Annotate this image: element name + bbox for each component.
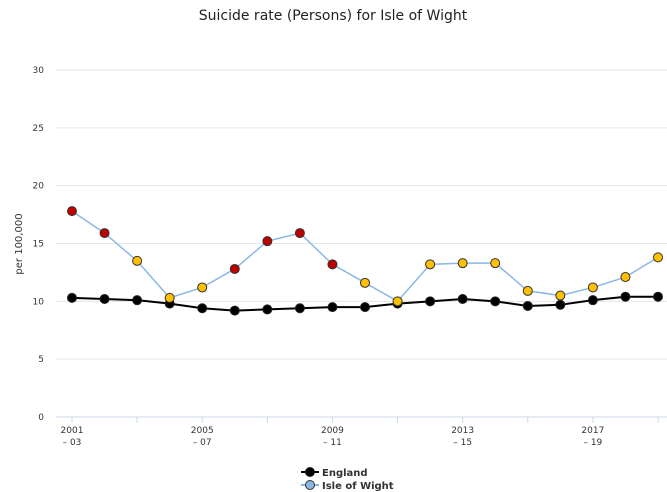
isle-of-wight-point[interactable]: [490, 258, 501, 269]
legend-england-marker: [305, 467, 315, 477]
y-tick-label: 5: [38, 355, 44, 365]
england-point[interactable]: [587, 295, 598, 306]
isle-of-wight-point[interactable]: [457, 258, 468, 269]
x-tick-label: 2001: [61, 426, 84, 436]
isle-of-wight-point[interactable]: [262, 236, 273, 247]
x-tick-label-line2: – 03: [63, 438, 82, 448]
axes: 0 5 10 15 20 25 30 2001 – 03 2005 – 07 2009 – 11 2013…: [33, 66, 667, 448]
england-point[interactable]: [425, 296, 436, 307]
y-tick-label: 30: [33, 66, 45, 76]
england-point[interactable]: [294, 303, 305, 314]
isle-of-wight-point[interactable]: [425, 259, 436, 270]
isle-of-wight-point[interactable]: [587, 282, 598, 293]
england-point[interactable]: [620, 291, 631, 302]
isle-of-wight-point[interactable]: [360, 277, 370, 288]
isle-of-wight-point[interactable]: [327, 259, 338, 270]
legend-iow-marker: [305, 480, 315, 490]
isle-of-wight-point[interactable]: [620, 272, 631, 283]
x-tick-label-line2: – 11: [323, 438, 342, 448]
england-point[interactable]: [457, 294, 468, 305]
isle-of-wight-point[interactable]: [294, 228, 305, 239]
isle-of-wight-point[interactable]: [132, 255, 143, 266]
x-tick-label-line2: – 19: [583, 438, 602, 448]
x-tick-label: 2017: [581, 426, 604, 436]
england-point[interactable]: [99, 294, 110, 305]
england-point[interactable]: [360, 302, 370, 313]
england-point[interactable]: [132, 295, 143, 306]
x-tick-label-line2: – 07: [193, 438, 212, 448]
x-tick-label: 2013: [451, 426, 474, 436]
isle-of-wight-point[interactable]: [99, 228, 110, 239]
isle-of-wight-point[interactable]: [522, 285, 533, 296]
x-tick-label: 2009: [321, 426, 344, 436]
isle-of-wight-point[interactable]: [555, 290, 566, 301]
isle-of-wight-point[interactable]: [164, 292, 175, 303]
y-tick-label: 20: [33, 182, 45, 192]
legend-iow-label[interactable]: Isle of Wight: [322, 481, 394, 492]
y-tick-label: 15: [33, 240, 44, 250]
england-point[interactable]: [555, 299, 566, 310]
gridlines: [56, 69, 667, 360]
isle-of-wight-point[interactable]: [229, 263, 240, 274]
isle-of-wight-point[interactable]: [67, 206, 77, 217]
england-point[interactable]: [653, 291, 663, 302]
england-point[interactable]: [229, 305, 240, 316]
england-point[interactable]: [262, 304, 273, 315]
england-point[interactable]: [67, 292, 77, 303]
y-tick-label: 10: [33, 297, 45, 307]
y-axis-label: per 100,000: [14, 213, 25, 274]
england-point[interactable]: [327, 302, 338, 313]
legend-england-label[interactable]: England: [322, 468, 368, 479]
isle-of-wight-point[interactable]: [392, 296, 403, 307]
x-tick-label: 2005: [191, 426, 214, 436]
england-point[interactable]: [490, 296, 501, 307]
y-tick-label: 25: [33, 124, 44, 134]
england-point[interactable]: [197, 303, 208, 314]
isle-of-wight-point[interactable]: [653, 252, 663, 263]
england-point[interactable]: [522, 300, 533, 311]
series: [67, 206, 663, 316]
x-tick-label-line2: – 15: [453, 438, 472, 448]
legend: England Isle of Wight: [301, 467, 394, 492]
chart-title: Suicide rate (Persons) for Isle of Wight: [199, 8, 468, 24]
isle-of-wight-point[interactable]: [197, 282, 208, 293]
y-tick-label: 0: [38, 413, 44, 423]
